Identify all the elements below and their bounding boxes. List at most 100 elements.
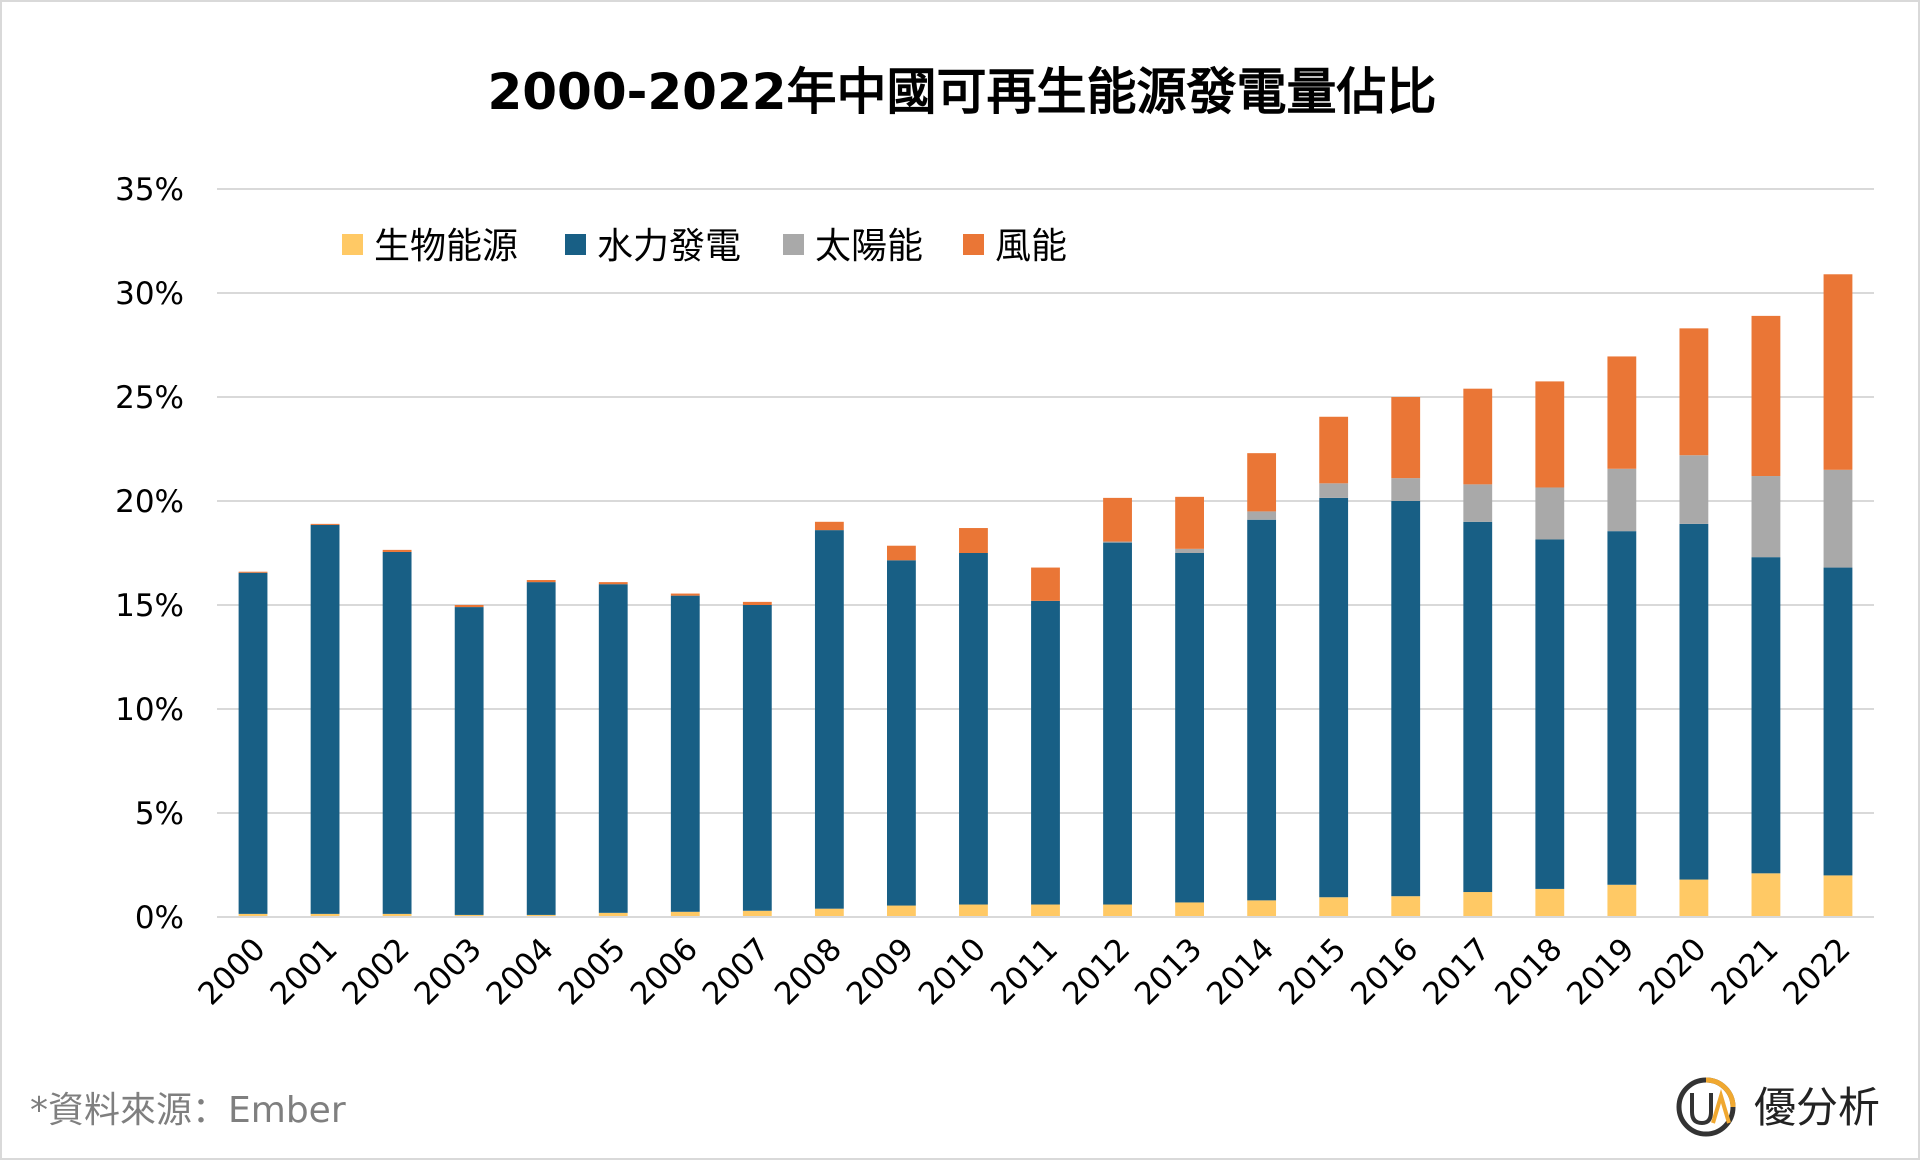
x-axis-ticks: 2000200120022003200420052006200720082009… bbox=[191, 931, 1857, 1012]
x-tick-label: 2003 bbox=[408, 931, 489, 1012]
bar-segment-1 bbox=[382, 913, 412, 917]
bar-segment-1 bbox=[814, 908, 844, 917]
bar-segment-2 bbox=[959, 553, 988, 905]
bar-segment-2 bbox=[1607, 531, 1637, 885]
x-tick-label: 2015 bbox=[1272, 931, 1353, 1012]
bar-segment-4 bbox=[454, 605, 484, 608]
ua-logo-icon bbox=[1676, 1077, 1736, 1137]
x-tick-label: 2001 bbox=[263, 931, 344, 1012]
bar-segment-1 bbox=[1319, 897, 1349, 917]
bar-segment-3 bbox=[1607, 468, 1637, 532]
source-note: *資料來源：Ember bbox=[30, 1090, 346, 1131]
y-tick-label: 20% bbox=[115, 484, 184, 520]
bar-segment-1 bbox=[1679, 879, 1709, 917]
legend-swatch bbox=[565, 234, 586, 255]
bar-segment-1 bbox=[1535, 888, 1565, 917]
x-tick-label: 2016 bbox=[1344, 931, 1425, 1012]
bar-segment-3 bbox=[1175, 548, 1204, 553]
x-tick-label: 2019 bbox=[1560, 931, 1641, 1012]
y-tick-label: 10% bbox=[115, 692, 184, 728]
x-tick-label: 2021 bbox=[1704, 931, 1785, 1012]
bar-segment-1 bbox=[1463, 892, 1493, 917]
bar-segment-2 bbox=[1535, 539, 1565, 889]
y-tick-label: 35% bbox=[115, 172, 184, 208]
bar-segment-2 bbox=[1679, 523, 1709, 880]
legend-label: 水力發電 bbox=[597, 226, 741, 267]
bar-segment-2 bbox=[1319, 497, 1349, 898]
bar-segment-3 bbox=[1679, 455, 1709, 524]
bar-segment-1 bbox=[454, 914, 484, 917]
y-axis-ticks: 0% 5% 10% 15% 20% 25% 30% 35% bbox=[115, 172, 184, 936]
bar-segment-4 bbox=[382, 549, 412, 552]
x-tick-label: 2014 bbox=[1200, 931, 1281, 1012]
x-tick-label: 2011 bbox=[984, 931, 1065, 1012]
bar-segment-2 bbox=[670, 595, 700, 912]
legend-label: 太陽能 bbox=[815, 226, 923, 267]
bar-segment-1 bbox=[1607, 884, 1637, 917]
bar-segment-3 bbox=[1823, 469, 1853, 568]
bar-segment-4 bbox=[1535, 381, 1565, 488]
bar-segment-3 bbox=[1247, 511, 1277, 520]
bar-segment-2 bbox=[1391, 501, 1421, 897]
bar-segment-3 bbox=[1391, 478, 1421, 501]
bar-segment-4 bbox=[526, 580, 556, 583]
x-tick-label: 2007 bbox=[696, 931, 777, 1012]
bar-segment-3 bbox=[1319, 483, 1349, 498]
bar-segment-4 bbox=[1679, 328, 1709, 456]
bar-segment-4 bbox=[1463, 388, 1493, 485]
x-tick-label: 2017 bbox=[1416, 931, 1497, 1012]
bar-segment-3 bbox=[1535, 487, 1565, 540]
y-tick-label: 5% bbox=[135, 796, 184, 832]
bar-segment-2 bbox=[1463, 521, 1493, 893]
bar-segment-4 bbox=[1103, 497, 1132, 542]
x-tick-label: 2006 bbox=[624, 931, 705, 1012]
bar-segment-1 bbox=[1175, 902, 1204, 917]
x-tick-label: 2022 bbox=[1776, 931, 1857, 1012]
x-tick-label: 2008 bbox=[768, 931, 849, 1012]
bar-segment-4 bbox=[1391, 397, 1421, 479]
bar-segment-1 bbox=[526, 914, 556, 917]
bar-segment-1 bbox=[742, 910, 772, 917]
bar-segment-4 bbox=[310, 523, 340, 525]
bar-segment-2 bbox=[1175, 553, 1204, 903]
bar-segment-2 bbox=[454, 607, 484, 915]
x-tick-label: 2013 bbox=[1128, 931, 1209, 1012]
bar-segment-4 bbox=[238, 571, 268, 573]
legend-label: 風能 bbox=[995, 226, 1067, 267]
x-tick-label: 2002 bbox=[336, 931, 417, 1012]
bar-segment-1 bbox=[1031, 904, 1060, 917]
bar-segment-2 bbox=[1247, 519, 1277, 901]
bar-segment-4 bbox=[1031, 567, 1060, 601]
bar-segment-4 bbox=[814, 521, 844, 531]
bar-segment-2 bbox=[598, 584, 628, 913]
bar-segment-4 bbox=[1823, 274, 1853, 470]
bar-segment-1 bbox=[959, 904, 988, 917]
bar-segment-3 bbox=[1751, 476, 1781, 558]
bar-segment-1 bbox=[1751, 873, 1781, 917]
bar-segment-2 bbox=[1103, 542, 1132, 905]
bar-segment-2 bbox=[742, 605, 772, 911]
bar-segment-4 bbox=[1607, 356, 1637, 469]
x-tick-label: 2010 bbox=[912, 931, 993, 1012]
bar-segment-4 bbox=[670, 593, 700, 596]
bar-segment-1 bbox=[1247, 900, 1277, 917]
bar-segment-4 bbox=[1175, 496, 1204, 549]
bar-segment-4 bbox=[887, 545, 916, 561]
bar-segment-2 bbox=[1031, 600, 1060, 905]
y-tick-label: 30% bbox=[115, 276, 184, 312]
bar-segment-1 bbox=[238, 913, 268, 917]
x-tick-label: 2005 bbox=[552, 931, 633, 1012]
legend-swatch bbox=[963, 234, 984, 255]
bar-segment-4 bbox=[1751, 315, 1781, 477]
legend-swatch bbox=[342, 234, 363, 255]
bar-segment-2 bbox=[382, 551, 412, 914]
bar-segment-2 bbox=[310, 524, 340, 914]
bar-segment-4 bbox=[959, 528, 988, 553]
bar-segment-3 bbox=[1463, 484, 1493, 522]
bar-segment-2 bbox=[814, 530, 844, 909]
y-tick-label: 25% bbox=[115, 380, 184, 416]
brand-name: 優分析 bbox=[1754, 1083, 1880, 1132]
bar-segment-1 bbox=[1103, 904, 1132, 917]
bar-segment-1 bbox=[1391, 896, 1421, 917]
